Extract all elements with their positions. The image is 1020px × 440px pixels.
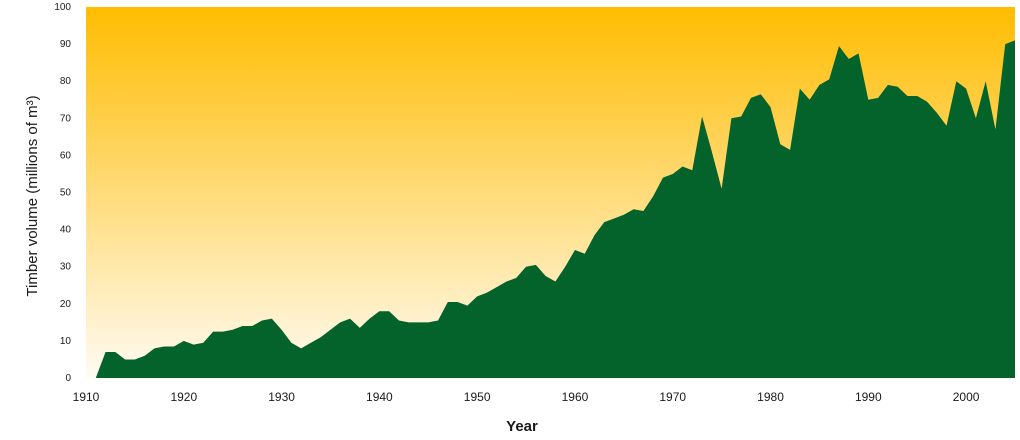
y-tick-label: 0 — [65, 373, 71, 384]
x-tick-label: 1970 — [659, 390, 686, 404]
y-tick-label: 60 — [60, 150, 72, 161]
y-tick-label: 40 — [60, 225, 72, 236]
y-tick-label: 30 — [60, 262, 72, 273]
x-tick-label: 2000 — [953, 390, 980, 404]
y-tick-label: 100 — [54, 2, 71, 13]
x-tick-label: 1960 — [562, 390, 589, 404]
x-tick-label: 1930 — [268, 390, 295, 404]
y-axis-ticks: 0 10 20 30 40 50 60 70 80 90 100 — [54, 2, 71, 384]
x-tick-label: 1980 — [757, 390, 784, 404]
x-tick-label: 1940 — [366, 390, 393, 404]
y-tick-label: 70 — [60, 113, 72, 124]
x-tick-label: 1920 — [170, 390, 197, 404]
timber-volume-area — [95, 40, 1015, 378]
x-tick-label: 1990 — [855, 390, 882, 404]
x-axis-ticks: 1910 1920 1930 1940 1950 1960 1970 1980 1990 2000 — [73, 390, 980, 404]
y-tick-label: 80 — [60, 76, 72, 87]
x-tick-label: 1950 — [464, 390, 491, 404]
y-tick-label: 20 — [60, 299, 72, 310]
y-tick-label: 90 — [60, 39, 72, 50]
y-tick-label: 50 — [60, 188, 72, 199]
x-axis-label: Year — [506, 418, 538, 435]
y-axis-label: Timber volume (millions of m³) — [24, 95, 41, 296]
y-tick-label: 10 — [60, 336, 72, 347]
x-tick-label: 1910 — [73, 390, 100, 404]
